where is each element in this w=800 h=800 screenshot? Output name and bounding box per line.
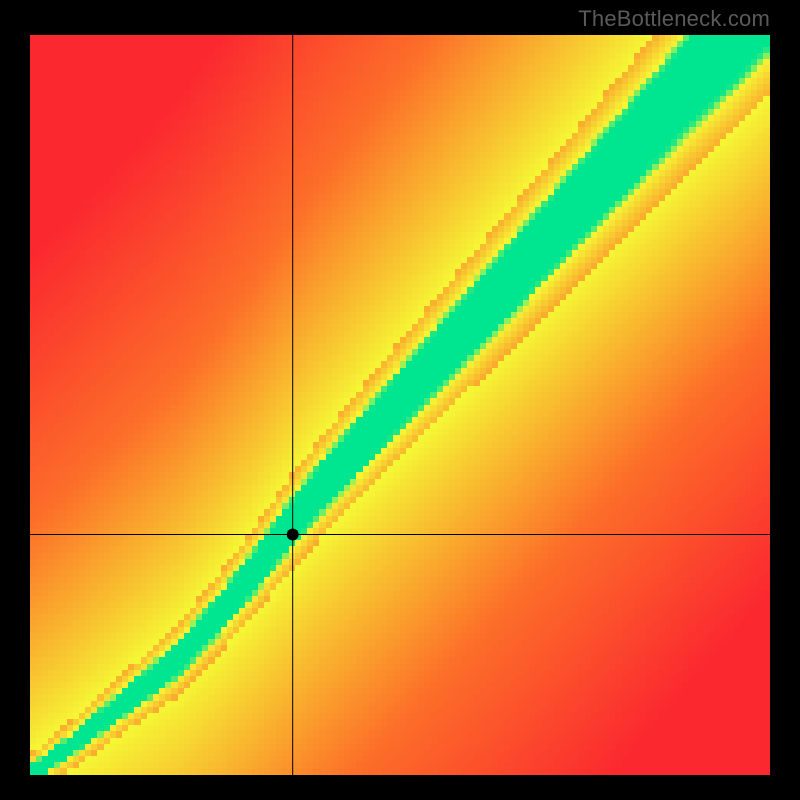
chart-container: TheBottleneck.com bbox=[0, 0, 800, 800]
heatmap-plot bbox=[30, 35, 770, 775]
heatmap-canvas bbox=[30, 35, 770, 775]
watermark-text: TheBottleneck.com bbox=[578, 6, 770, 32]
